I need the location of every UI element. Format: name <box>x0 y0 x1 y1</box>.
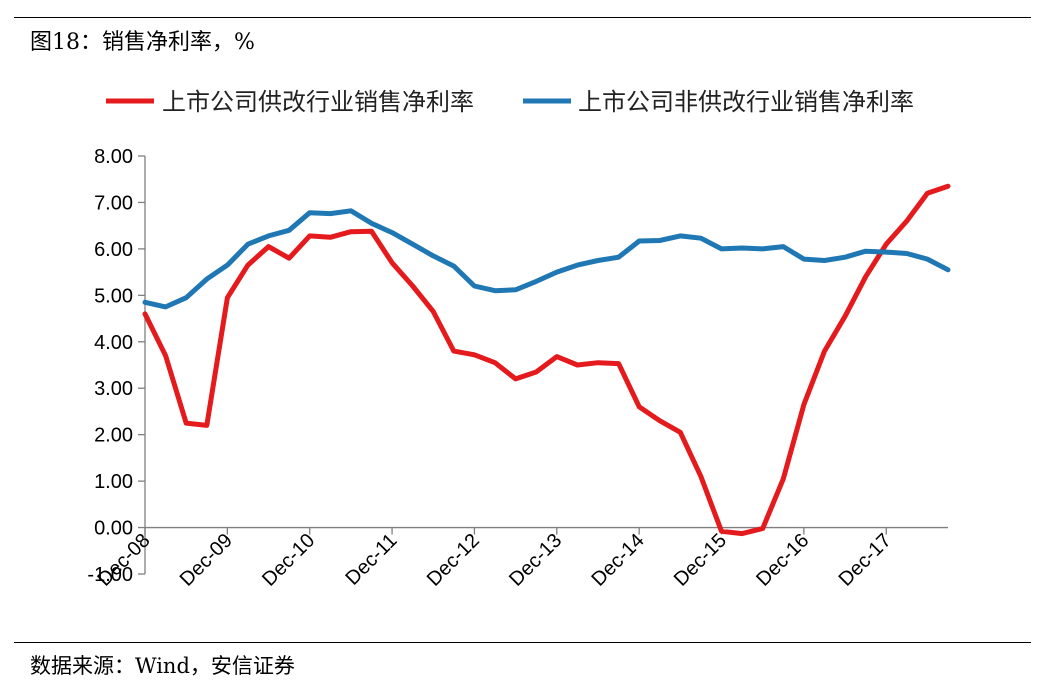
x-tick-label: Dec-11 <box>342 530 402 590</box>
legend-label-2: 上市公司非供改行业销售净利率 <box>578 88 914 116</box>
y-tick-label: -1.00 <box>87 564 133 586</box>
y-tick-label: 4.00 <box>94 332 133 354</box>
y-tick-label: 1.00 <box>94 471 133 493</box>
series-line-1 <box>142 183 951 537</box>
y-tick-label: 8.00 <box>94 146 133 168</box>
chart: 上市公司供改行业销售净利率 上市公司非供改行业销售净利率 -1.00 0.00 1.0… <box>87 88 951 591</box>
y-tick-label: 6.00 <box>94 239 133 261</box>
legend: 上市公司供改行业销售净利率 上市公司非供改行业销售净利率 <box>106 88 914 116</box>
y-tick-label: 3.00 <box>94 378 133 400</box>
series-layer <box>142 183 951 537</box>
x-tick-label: Dec-09 <box>176 530 237 591</box>
legend-label-1: 上市公司供改行业销售净利率 <box>162 88 474 116</box>
y-tick-label: 5.00 <box>94 285 133 307</box>
x-tick-label: Dec-17 <box>835 530 896 591</box>
x-tick-label: Dec-16 <box>752 530 813 591</box>
x-tick-label: Dec-15 <box>670 530 731 591</box>
x-tick-label: Dec-10 <box>258 530 319 591</box>
y-tick-label: 2.00 <box>94 425 133 447</box>
top-rule <box>14 17 1031 18</box>
bottom-rule <box>14 642 1031 643</box>
y-tick-label: 0.00 <box>94 518 133 540</box>
x-tick-label: Dec-12 <box>423 530 484 591</box>
series-line-2 <box>142 208 951 310</box>
x-tick-label: Dec-13 <box>505 530 566 591</box>
y-tick-label: 7.00 <box>94 192 133 214</box>
x-tick-label: Dec-14 <box>588 530 649 591</box>
source-note: 数据来源：Wind，安信证券 <box>30 654 295 678</box>
figure-title: 图18：销售净利率，% <box>30 30 255 55</box>
